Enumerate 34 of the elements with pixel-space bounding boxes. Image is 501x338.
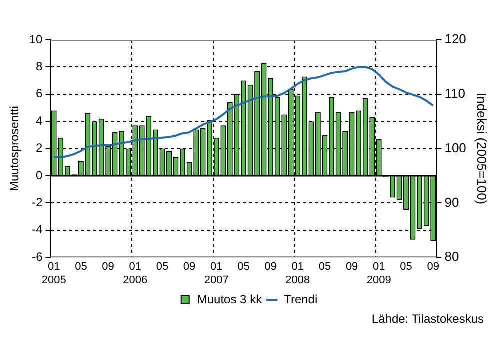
y2-tick-label: 110 <box>444 86 466 101</box>
y-tick-label: -4 <box>32 222 44 237</box>
y-tick-label: -6 <box>32 250 44 264</box>
y-tick-label: 8 <box>36 60 44 74</box>
x-tick-label: 09 <box>183 261 196 274</box>
y-tick-label: -2 <box>32 196 44 210</box>
x-tick-label: 05 <box>75 261 88 274</box>
y2-axis-title: Indeksi (2005=100) <box>474 92 490 205</box>
y2-tick-label: 80 <box>444 249 460 264</box>
y2-tick-label: 120 <box>444 32 466 47</box>
x-tick-label: 05 <box>400 261 412 274</box>
x-tick-label: 01 2005 <box>42 261 66 286</box>
y-tick-label: 2 <box>36 141 44 156</box>
x-tick-label: 01 2008 <box>286 261 310 286</box>
y-axis-title: Muutosprosentti <box>8 106 22 192</box>
y-tick-label: 10 <box>29 32 44 46</box>
x-tick-label: 09 <box>264 261 277 274</box>
x-tick-label: 09 <box>102 261 114 274</box>
text: Lähde: Tilastokeskus <box>372 312 484 326</box>
x-tick-label: 01 2007 <box>204 261 229 286</box>
y-tick-label: 0 <box>36 168 44 182</box>
x-tick-label: 05 <box>238 261 250 274</box>
x-tick-label: 05 <box>156 261 169 274</box>
y-tick-label: 4 <box>36 114 44 128</box>
x-tick-label: 01 2009 <box>366 261 392 286</box>
x-tick-label: 05 <box>318 261 332 274</box>
x-tick-label: 09 <box>427 261 440 274</box>
x-tick-label: 09 <box>346 261 358 274</box>
y2-tick-label: 90 <box>444 194 460 210</box>
y-tick-label: 6 <box>36 86 44 101</box>
legend-label: Muutos 3 kk <box>197 292 264 306</box>
y2-tick-label: 100 <box>444 140 466 156</box>
x-tick-label: 01 2006 <box>123 261 148 286</box>
legend-label: Trendi <box>284 292 318 306</box>
